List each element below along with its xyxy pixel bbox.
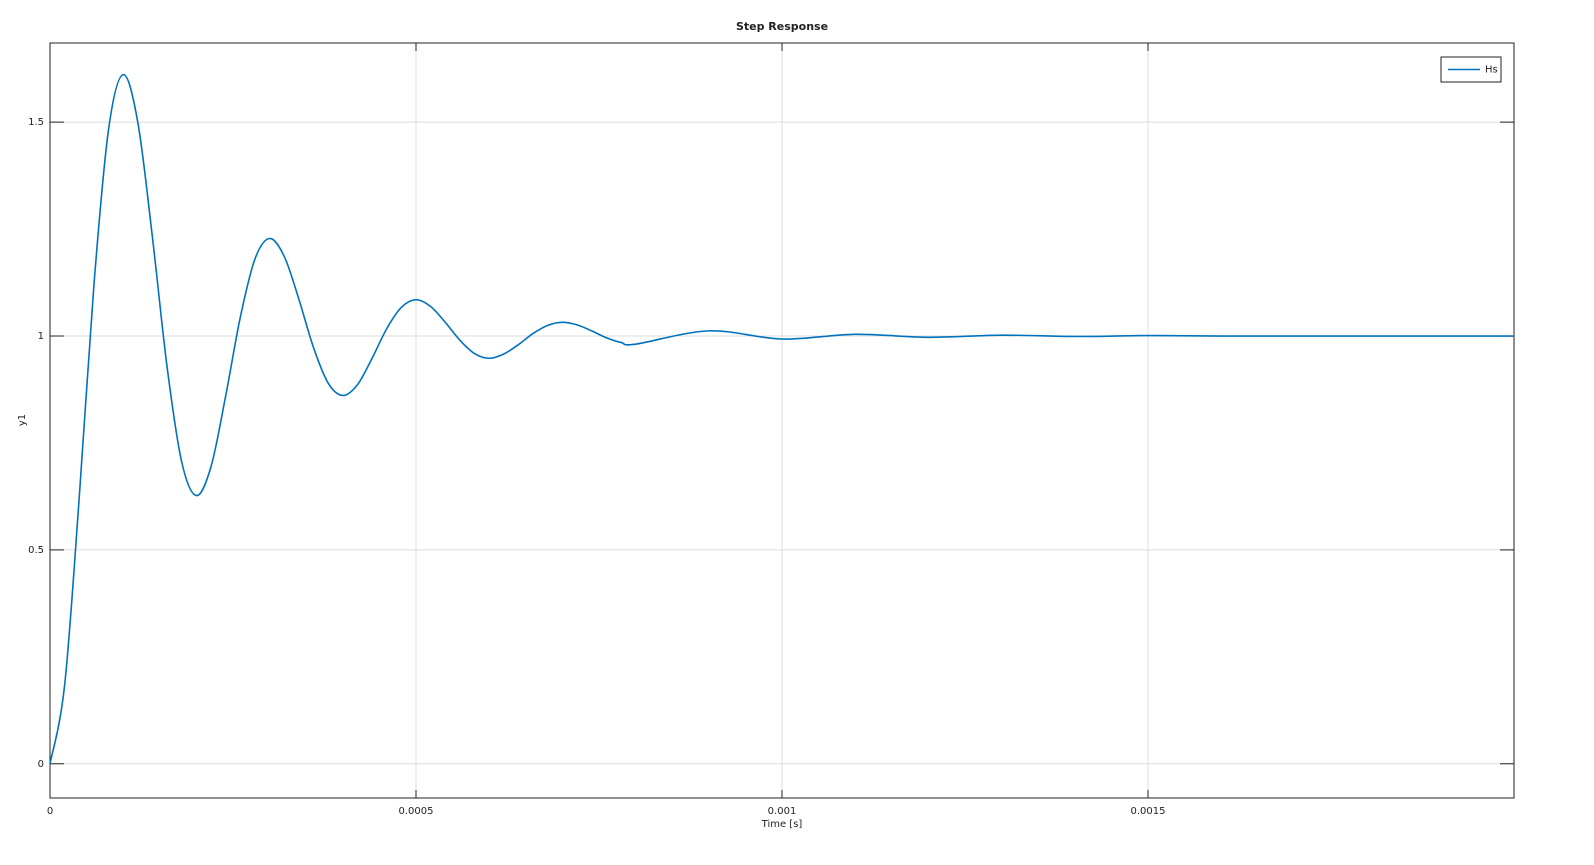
legend-label: Hs bbox=[1485, 65, 1498, 76]
y-tick-label: 1.5 bbox=[28, 117, 44, 128]
x-tick-label: 0.001 bbox=[768, 806, 797, 817]
y-tick-label: 0 bbox=[38, 759, 44, 770]
x-axis-label: Time [s] bbox=[761, 819, 803, 830]
y-axis-label: y1 bbox=[17, 414, 28, 426]
x-tick-label: 0.0015 bbox=[1131, 806, 1166, 817]
x-tick-label: 0 bbox=[47, 806, 53, 817]
chart-title: Step Response bbox=[736, 20, 828, 33]
data-line bbox=[49, 73, 1514, 764]
y-tick-label: 1 bbox=[38, 331, 44, 342]
y-tick-label: 0.5 bbox=[28, 545, 44, 556]
x-tick-label: 0.0005 bbox=[399, 806, 434, 817]
plot-frame bbox=[49, 42, 1515, 799]
